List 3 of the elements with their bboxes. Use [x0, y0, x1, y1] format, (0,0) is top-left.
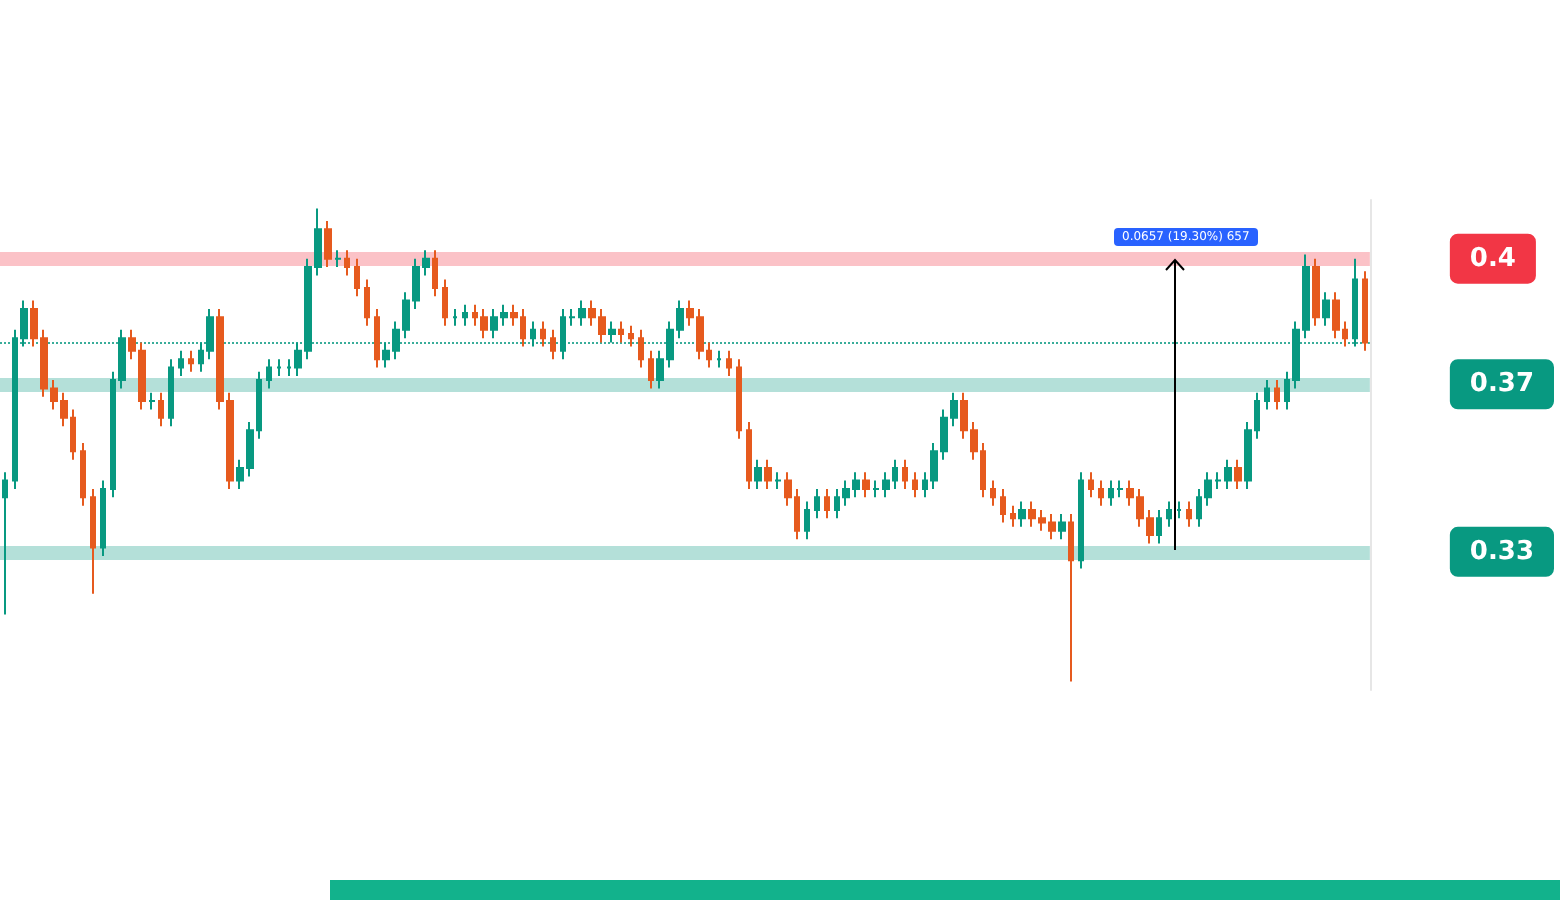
y-tick-label: 0.37: [1469, 369, 1535, 400]
y-tick-label: 0.4: [1469, 243, 1516, 274]
y-tick-label: 0.33: [1469, 536, 1535, 567]
